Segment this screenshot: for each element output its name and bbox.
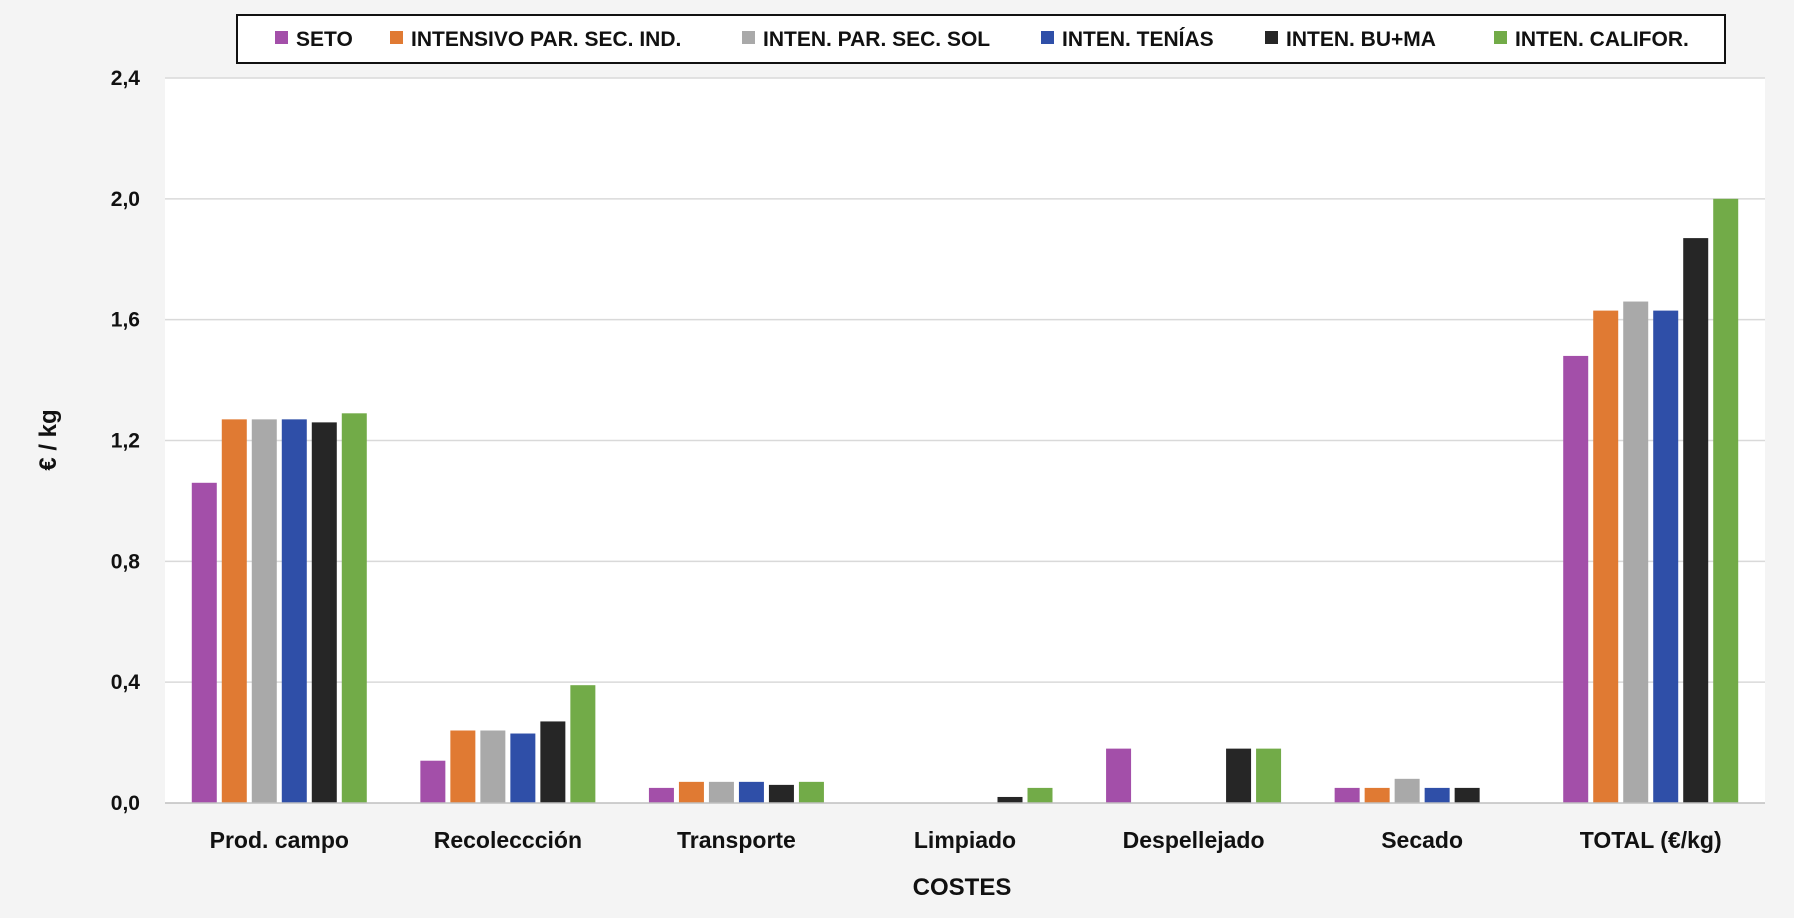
- x-category-label: Transporte: [677, 827, 796, 853]
- bar: [251, 419, 277, 803]
- legend-swatch: [1265, 31, 1278, 44]
- bar: [1653, 310, 1679, 803]
- legend-swatch: [742, 31, 755, 44]
- x-axis-categories: Prod. campo Recoleccción Transporte Limpiad…: [210, 827, 1722, 853]
- y-axis-ticks: 0,0 0,4 0,8 1,2 1,6 2,0 2,4: [111, 67, 141, 815]
- y-tick-label: 0,8: [111, 550, 141, 573]
- legend-label: INTEN. PAR. SEC. SOL: [763, 28, 990, 51]
- legend-swatch: [275, 31, 288, 44]
- legend-swatch: [1041, 31, 1054, 44]
- legend-item: INTEN. PAR. SEC. SOL: [742, 28, 990, 51]
- bar: [1683, 238, 1709, 803]
- bar: [1454, 787, 1480, 803]
- bar: [708, 781, 734, 803]
- y-tick-label: 1,6: [111, 309, 140, 332]
- bar: [1226, 748, 1252, 803]
- bar: [1623, 301, 1649, 803]
- x-category-label: Despellejado: [1123, 827, 1265, 853]
- bar: [678, 781, 704, 803]
- bar: [1424, 787, 1450, 803]
- bar: [341, 413, 367, 803]
- bar: [191, 482, 217, 803]
- bar: [420, 760, 446, 803]
- legend-box: [236, 14, 1726, 64]
- bar: [1713, 198, 1739, 804]
- y-tick-label: 2,0: [111, 188, 140, 211]
- legend-label: SETO: [296, 28, 353, 51]
- bar: [510, 733, 536, 803]
- x-category-label: Limpiado: [914, 827, 1016, 853]
- x-axis-title: COSTES: [913, 874, 1012, 901]
- bar: [311, 422, 337, 803]
- legend-label: INTEN. CALIFOR.: [1515, 28, 1689, 51]
- y-tick-label: 1,2: [111, 430, 140, 453]
- legend-item: INTEN. TENÍAS: [1041, 28, 1214, 51]
- bar: [221, 419, 247, 803]
- bar: [450, 730, 476, 803]
- bar: [281, 419, 307, 803]
- bar: [738, 781, 764, 803]
- bar: [1106, 748, 1132, 803]
- legend-item: INTEN. CALIFOR.: [1494, 28, 1689, 51]
- x-category-label: Secado: [1381, 827, 1463, 853]
- bar: [1334, 787, 1360, 803]
- bar: [540, 721, 566, 803]
- bar: [768, 784, 794, 803]
- bar: [1563, 355, 1589, 803]
- legend-label: INTENSIVO PAR. SEC. IND.: [411, 28, 681, 51]
- y-tick-label: 2,4: [111, 67, 141, 90]
- bar: [1027, 787, 1053, 803]
- legend-item: INTEN. BU+MA: [1265, 28, 1436, 51]
- bar: [570, 685, 596, 803]
- legend-swatch: [1494, 31, 1507, 44]
- y-tick-label: 0,0: [111, 792, 140, 815]
- bar: [1593, 310, 1619, 803]
- bar: [997, 796, 1023, 803]
- legend: SETO INTENSIVO PAR. SEC. IND. INTEN. PAR. …: [275, 28, 1689, 51]
- bar: [1394, 778, 1420, 803]
- bar: [798, 781, 824, 803]
- x-category-label: Prod. campo: [210, 827, 349, 853]
- legend-item: INTENSIVO PAR. SEC. IND.: [390, 28, 681, 51]
- legend-label: INTEN. BU+MA: [1286, 28, 1436, 51]
- y-axis-title: € / kg: [35, 409, 62, 470]
- bar: [648, 787, 674, 803]
- x-category-label: TOTAL (€/kg): [1580, 827, 1722, 853]
- bar: [480, 730, 506, 803]
- bar: [1256, 748, 1282, 803]
- legend-swatch: [390, 31, 403, 44]
- x-category-label: Recoleccción: [434, 827, 582, 853]
- gridlines: [165, 77, 1765, 683]
- legend-label: INTEN. TENÍAS: [1062, 28, 1214, 51]
- y-tick-label: 0,4: [111, 671, 141, 694]
- bars: [191, 198, 1739, 804]
- bar: [1364, 787, 1390, 803]
- legend-item: SETO: [275, 28, 353, 51]
